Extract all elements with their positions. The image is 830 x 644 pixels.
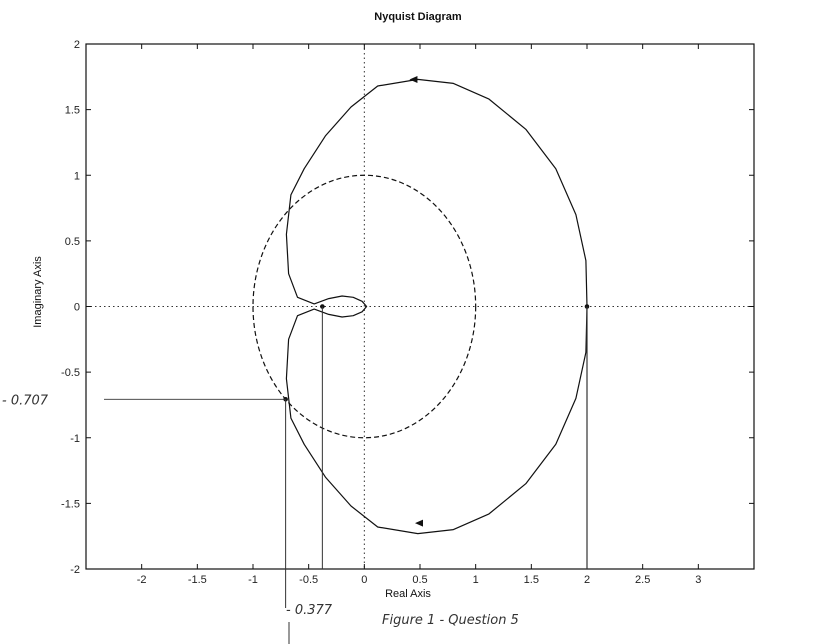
x-tick-label: -1.5: [188, 574, 207, 586]
x-tick-label: 1: [473, 574, 479, 586]
figure-caption: Figure 1 - Question 5: [382, 613, 519, 628]
y-tick-label: 0.5: [65, 236, 80, 248]
x-tick-label: 0: [361, 574, 367, 586]
y-tick-label: 2: [74, 39, 80, 51]
x-tick-label: 0.5: [412, 574, 427, 586]
x-tick-label: 2: [584, 574, 590, 586]
nyquist-curve: [285, 78, 588, 535]
y-axis-label: Imaginary Axis: [32, 256, 44, 328]
tick-layer: -2 -1.5 -1 -0.5 0 0.5 1 1.5 2 2.5 3 -2 -1.5 -1 -0.5 0 0.…: [61, 39, 754, 586]
x-tick-label: 3: [695, 574, 701, 586]
x-tick-label: 1.5: [524, 574, 539, 586]
y-tick-label: 0: [74, 302, 80, 314]
direction-arrow: [415, 519, 423, 527]
x-tick-label: 2.5: [635, 574, 650, 586]
unit-circle: [252, 174, 477, 439]
y-tick-label: -1.5: [61, 498, 80, 510]
x-tick-label: -1: [248, 574, 258, 586]
y-tick-label: -0.5: [61, 367, 80, 379]
chart-title: Nyquist Diagram: [374, 11, 462, 23]
annotation-layer: - 0.707 - 0.377 Figure 1 - Question 5: [2, 306, 588, 644]
y-tick-label: 1: [74, 170, 80, 182]
x-tick-label: -0.5: [299, 574, 318, 586]
annotation-377: - 0.377: [286, 603, 333, 618]
y-tick-label: 1.5: [65, 105, 80, 117]
y-tick-label: -2: [70, 564, 80, 576]
series-layer: [252, 75, 590, 535]
direction-arrow: [409, 75, 418, 83]
y-tick-label: -1: [70, 433, 80, 445]
annotation-707: - 0.707: [2, 393, 49, 408]
x-tick-label: -2: [137, 574, 147, 586]
zero-axes: [86, 44, 754, 569]
x-axis-label: Real Axis: [385, 588, 431, 600]
